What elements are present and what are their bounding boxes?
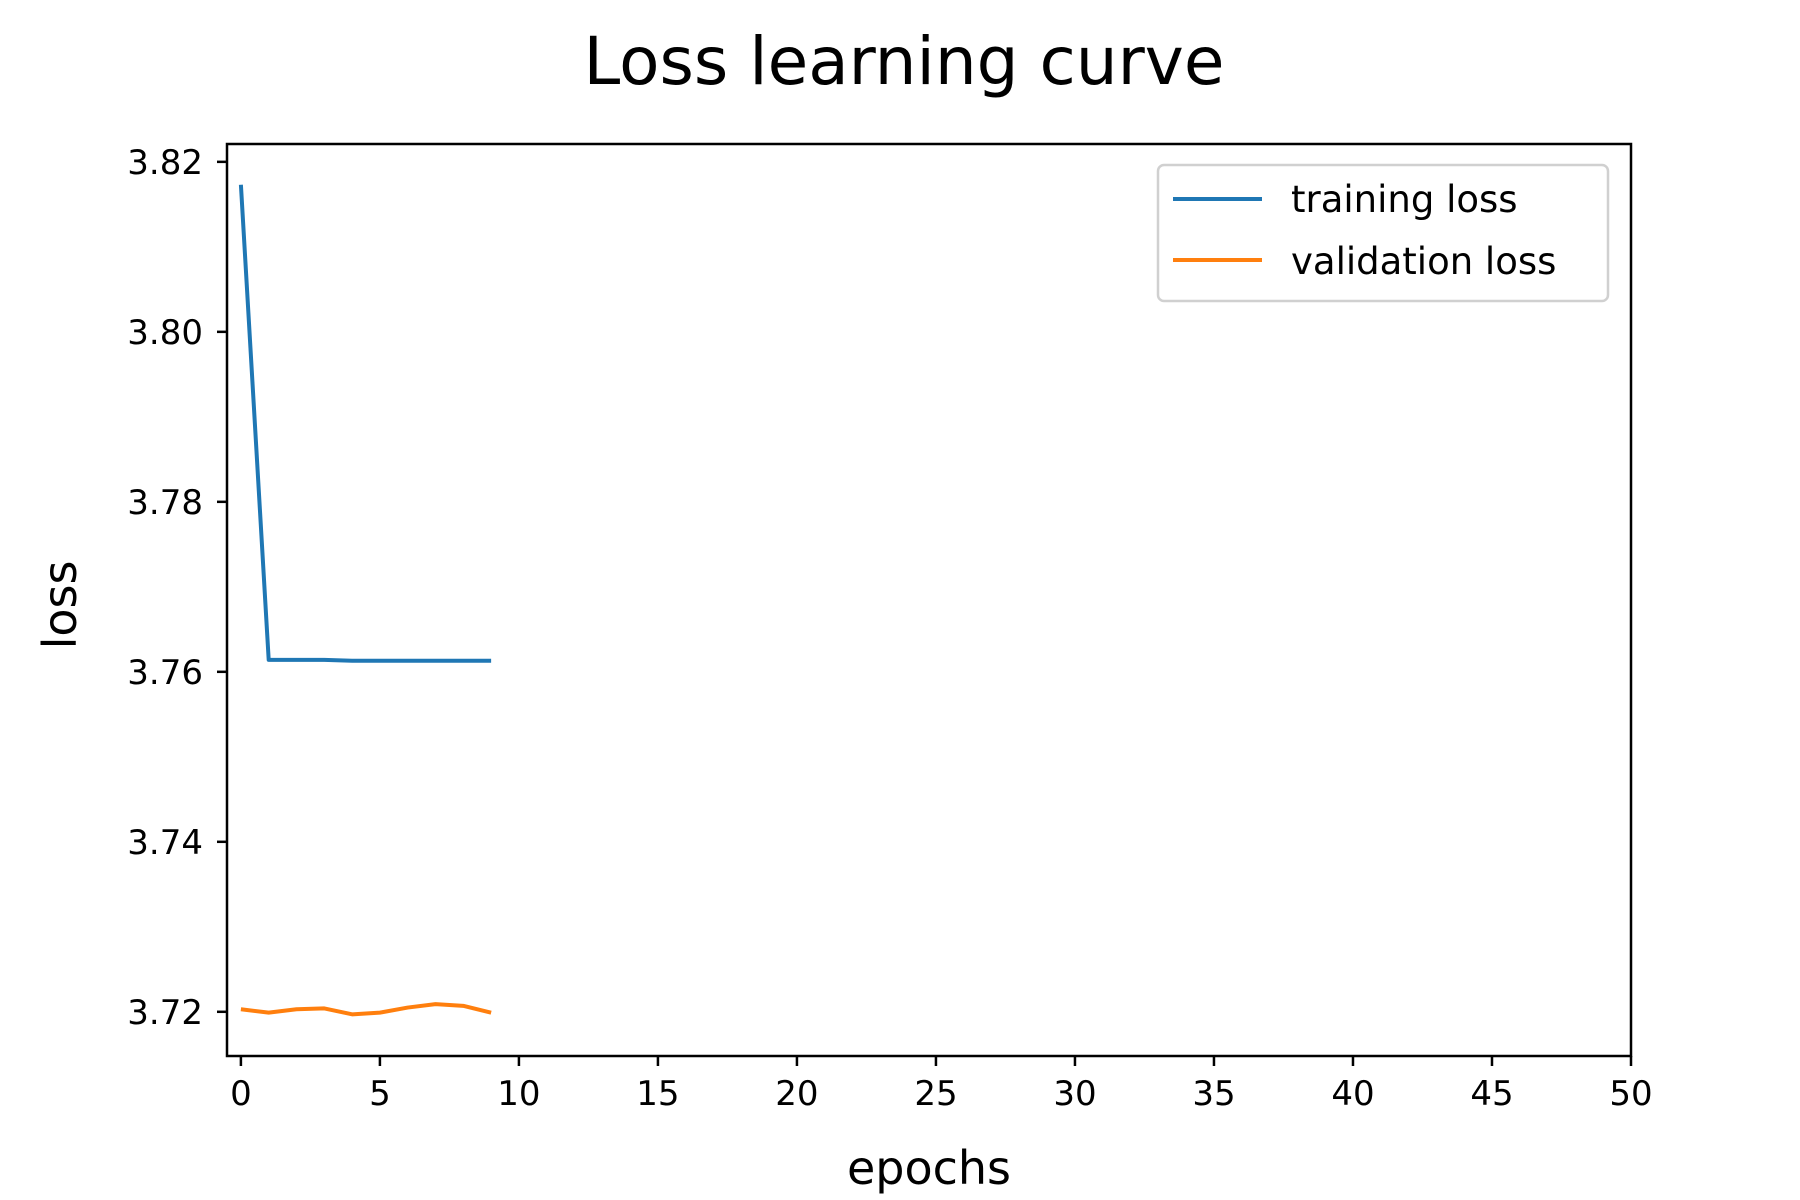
y-tick-label: 3.76 <box>127 653 203 693</box>
series-line-validation-loss <box>240 1002 492 1017</box>
series-line-training-loss <box>238 184 492 663</box>
legend-label-training-loss: training loss <box>1291 178 1518 221</box>
y-axis-label: loss <box>33 561 87 650</box>
x-axis: 0 5 10 15 20 25 30 35 40 45 50 <box>230 1056 1653 1114</box>
y-tick-label: 3.82 <box>127 143 203 183</box>
y-tick-label: 3.74 <box>127 823 203 863</box>
legend: training loss validation loss <box>1156 163 1610 303</box>
chart-title: Loss learning curve <box>584 23 1225 100</box>
x-tick-label: 50 <box>1609 1074 1652 1114</box>
y-tick-label: 3.78 <box>127 483 203 523</box>
x-tick-label: 0 <box>230 1074 252 1114</box>
x-tick-label: 45 <box>1470 1074 1513 1114</box>
x-tick-label: 5 <box>369 1074 391 1114</box>
x-tick-label: 25 <box>914 1074 957 1114</box>
x-tick-label: 15 <box>636 1074 679 1114</box>
x-tick-label: 10 <box>497 1074 540 1114</box>
x-tick-label: 20 <box>775 1074 818 1114</box>
plot-area <box>225 142 1633 1058</box>
x-tick-label: 30 <box>1053 1074 1096 1114</box>
legend-label-validation-loss: validation loss <box>1291 240 1556 283</box>
x-tick-label: 35 <box>1192 1074 1235 1114</box>
x-axis-label: epochs <box>847 1141 1011 1195</box>
series-layer <box>238 184 492 1017</box>
legend-box <box>1156 163 1610 303</box>
y-tick-label: 3.80 <box>127 313 203 353</box>
y-tick-label: 3.72 <box>127 993 203 1033</box>
y-axis: 3.72 3.74 3.76 3.78 3.80 3.82 <box>127 143 227 1033</box>
x-tick-label: 40 <box>1331 1074 1374 1114</box>
plot-frame <box>225 142 1633 1058</box>
